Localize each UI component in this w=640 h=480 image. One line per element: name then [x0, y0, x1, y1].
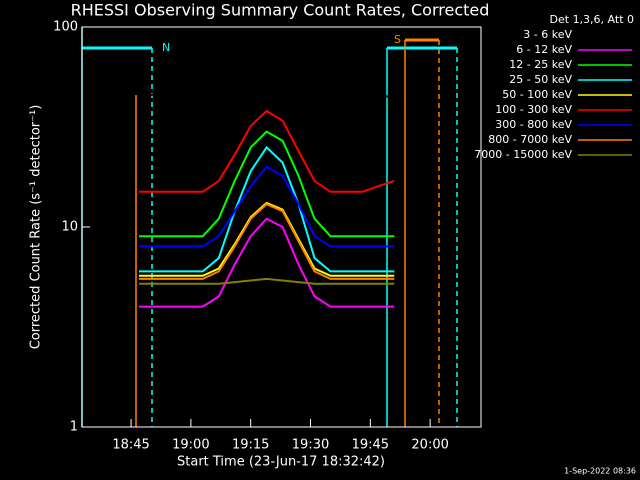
series-line	[139, 217, 395, 308]
series-line	[139, 203, 395, 280]
series-line	[139, 145, 395, 273]
series-line	[139, 130, 395, 238]
y-tick-label: 1	[70, 420, 78, 435]
legend-label: 100 - 300 keV	[495, 103, 572, 116]
x-tick-label: 20:00	[411, 438, 448, 453]
x-tick-label: 19:45	[352, 438, 389, 453]
legend-label: 7000 - 15000 keV	[474, 148, 572, 161]
y-tick-label: 10	[61, 220, 78, 235]
chart-title: RHESSI Observing Summary Count Rates, Co…	[71, 1, 490, 20]
legend-label: 300 - 800 keV	[495, 118, 572, 131]
x-tick-label: 19:00	[172, 438, 209, 453]
series-line	[138, 86, 395, 98]
x-tick-label: 19:15	[232, 438, 269, 453]
timestamp: 1-Sep-2022 08:36	[564, 467, 636, 476]
legend-label: 800 - 7000 keV	[488, 133, 572, 146]
x-tick-label: 18:45	[112, 438, 149, 453]
series-line	[139, 109, 395, 193]
series-line	[139, 201, 395, 277]
series-line	[139, 165, 395, 248]
x-tick-label: 19:30	[292, 438, 329, 453]
legend-title: Det 1,3,6, Att 0	[550, 13, 634, 26]
legend-label: 25 - 50 keV	[509, 73, 572, 86]
y-tick-label: 100	[53, 20, 78, 35]
legend-label: 12 - 25 keV	[509, 58, 572, 71]
x-axis-label: Start Time (23-Jun-17 18:32:42)	[177, 455, 385, 470]
annotation: S	[394, 33, 401, 46]
series-line	[139, 277, 395, 285]
annotation: N	[162, 41, 170, 54]
legend-label: 50 - 100 keV	[502, 88, 572, 101]
y-axis-label: Corrected Count Rate (s⁻¹ detector⁻¹)	[29, 105, 44, 350]
legend-label: 3 - 6 keV	[523, 28, 572, 41]
legend-label: 6 - 12 keV	[516, 43, 572, 56]
